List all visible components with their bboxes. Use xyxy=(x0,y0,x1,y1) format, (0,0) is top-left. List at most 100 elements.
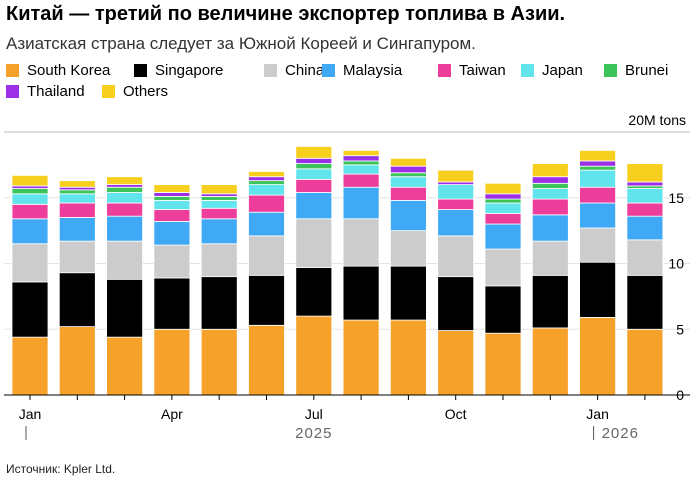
bar-segment xyxy=(342,164,380,175)
bar-segment xyxy=(437,209,475,237)
bar-segment xyxy=(106,176,143,186)
bar-segment xyxy=(248,180,285,185)
bar-segment xyxy=(295,267,333,317)
legend-label: South Korea xyxy=(27,62,111,79)
bar-segment xyxy=(389,319,427,396)
bar-segment xyxy=(484,182,522,195)
bar-segment xyxy=(484,202,522,214)
bar-segment xyxy=(342,155,380,162)
bar-segment xyxy=(579,169,616,188)
bar-segment xyxy=(295,192,333,220)
bar-segment xyxy=(153,328,191,396)
x-tick-label: Jul xyxy=(305,406,323,422)
bar-segment xyxy=(153,196,191,201)
legend-label: Japan xyxy=(542,62,583,79)
bar-segment xyxy=(342,218,380,267)
bar-segment xyxy=(437,235,475,278)
bar-segment xyxy=(342,150,380,157)
bar-segment xyxy=(106,336,143,396)
y-tick-label: 15 xyxy=(668,190,684,206)
bar-segment xyxy=(579,317,616,396)
bar-segment xyxy=(389,265,427,321)
bar-segment xyxy=(153,199,191,210)
bar-segment xyxy=(342,319,380,396)
bar-segment xyxy=(248,324,285,396)
y-unit-label: 20M tons xyxy=(628,112,686,128)
bar-segment xyxy=(200,207,238,220)
bar-segment xyxy=(626,274,664,330)
x-tick-label: Jan xyxy=(586,406,609,422)
bar-segment xyxy=(626,163,664,183)
bar-segment xyxy=(58,326,96,396)
bar-segment xyxy=(531,327,569,396)
bar-segment xyxy=(11,193,49,205)
bar-segment xyxy=(295,168,333,180)
year-label: 2026 xyxy=(602,425,639,442)
y-tick-label: 5 xyxy=(676,321,684,337)
bar-segment xyxy=(200,199,238,209)
bar-segment xyxy=(153,184,191,193)
bar-segment xyxy=(295,178,333,193)
legend-swatch xyxy=(134,64,147,77)
bar-segment xyxy=(200,196,238,201)
legend-item: Japan xyxy=(521,62,583,79)
legend-label: Malaysia xyxy=(343,62,403,79)
bar-segment xyxy=(531,163,569,178)
legend-swatch xyxy=(322,64,335,77)
bar-segment xyxy=(295,163,333,170)
legend-swatch xyxy=(102,85,115,98)
legend-item: Malaysia xyxy=(322,62,402,79)
x-tick-label: Jan xyxy=(19,406,42,422)
bar-segment xyxy=(58,272,96,328)
bar-segment xyxy=(484,285,522,334)
bar-segment xyxy=(531,188,569,200)
bar-segment xyxy=(626,239,664,276)
legend-swatch xyxy=(521,64,534,77)
bar-segment xyxy=(248,194,285,213)
bar-segment xyxy=(484,198,522,204)
bar-segment xyxy=(484,193,522,200)
chart-title: Китай — третий по величине экспортер топ… xyxy=(6,3,566,25)
bar-segment xyxy=(153,244,191,279)
legend-item: Thailand xyxy=(6,83,85,100)
bar-segment xyxy=(248,171,285,178)
legend-label: Thailand xyxy=(27,83,85,100)
x-tick-label: Oct xyxy=(445,406,467,422)
bar-segment xyxy=(342,173,380,188)
bar-segment xyxy=(437,330,475,396)
bar-segment xyxy=(579,150,616,162)
legend-swatch xyxy=(6,85,19,98)
bar-segment xyxy=(58,217,96,242)
bar-segment xyxy=(11,203,49,220)
legend-swatch xyxy=(264,64,277,77)
bar-segment xyxy=(106,202,143,217)
bar-segment xyxy=(200,276,238,330)
bar-segment xyxy=(11,174,49,187)
bar-segment xyxy=(295,218,333,268)
bar-segment xyxy=(11,188,49,195)
legend-item: Brunei xyxy=(604,62,668,79)
bar-segment xyxy=(106,240,143,280)
bar-segment xyxy=(531,240,569,276)
bar-segment xyxy=(531,182,569,189)
bar-segment xyxy=(531,274,569,329)
legend-label: China xyxy=(285,62,325,79)
legend-item: Taiwan xyxy=(438,62,506,79)
bar-segment xyxy=(106,215,143,242)
bar-segment xyxy=(484,223,522,250)
bar-segment xyxy=(579,261,616,318)
bar-segment xyxy=(437,184,475,200)
bar-segment xyxy=(579,165,616,171)
legend-item: China xyxy=(264,62,324,79)
bar-segment xyxy=(342,265,380,321)
bar-segment xyxy=(200,184,238,195)
legend-label: Taiwan xyxy=(459,62,506,79)
bar-segment xyxy=(248,211,285,237)
legend-label: Others xyxy=(123,83,169,100)
bar-segment xyxy=(153,277,191,330)
bar-segment xyxy=(58,180,96,188)
legend-label: Singapore xyxy=(155,62,224,79)
bar-segment xyxy=(342,186,380,220)
bar-segment xyxy=(626,181,664,187)
